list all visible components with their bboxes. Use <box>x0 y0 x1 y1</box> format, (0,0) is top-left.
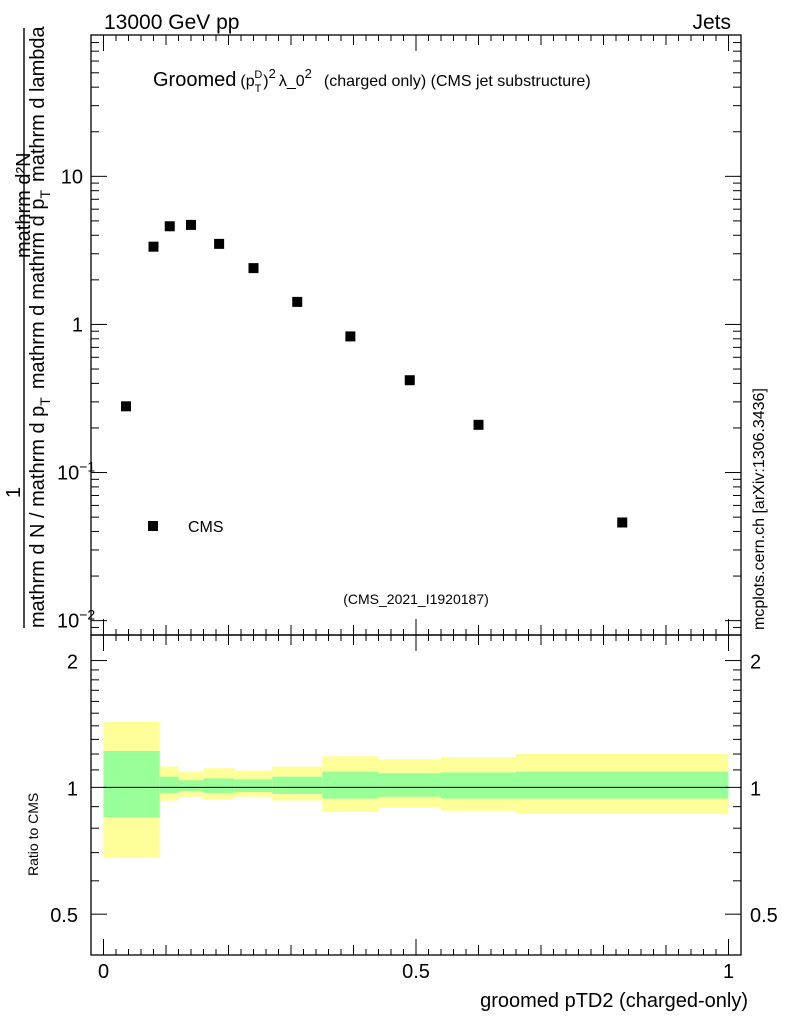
legend-label: CMS <box>188 519 224 536</box>
title-sub-t: T <box>255 83 262 95</box>
data-point <box>148 241 159 252</box>
title-sup-d: D <box>254 69 262 81</box>
data-points <box>121 219 628 528</box>
inner-band-bin <box>178 780 204 792</box>
ratio-x-axis-label: groomed pTD2 (charged-only) <box>480 990 748 1012</box>
y-tick-label: 1 <box>72 314 83 336</box>
x-tick-label: 1 <box>723 961 734 983</box>
header-jets-label: Jets <box>692 11 731 34</box>
title-sup-2: 2 <box>269 66 276 81</box>
ylabel-sub-t2: T <box>37 190 53 199</box>
y-tick-label: 10−2 <box>57 607 95 633</box>
ylabel-one: 1 <box>3 487 25 498</box>
ylabel-den-b: mathrm d p <box>27 199 49 300</box>
x-tick-label: 0 <box>98 961 109 983</box>
data-point <box>121 401 131 412</box>
title-groomed: Groomed <box>153 69 236 91</box>
header-energy-label: 13000 GeV pp <box>104 11 239 34</box>
inner-band-bin <box>159 776 179 793</box>
title-lambda: λ_0 <box>279 73 305 90</box>
ylabel-den-a: mathrm d N / mathrm d p <box>27 406 49 628</box>
side-note: mcplots.cern.ch [arXiv:1306.3436] <box>751 388 768 630</box>
data-point <box>186 219 196 230</box>
ylabel-sub-t1: T <box>37 397 53 406</box>
inner-band-bin <box>272 776 323 794</box>
ratio-y-tick-label-right: 2 <box>750 652 761 674</box>
ylabel-denominator: mathrm d N / mathrm d pTmathrm dmathrm d… <box>27 25 53 628</box>
main-axis-ticks <box>91 34 741 636</box>
title-p: (p <box>240 73 254 90</box>
ratio-y-tick-label-right: 1 <box>750 778 761 800</box>
ratio-y-axis-label: Ratio to CMS <box>25 793 41 876</box>
legend-marker <box>148 521 158 531</box>
plot-title: Groomed (pTD)2 λ_02 (charged only) (CMS jet… <box>153 66 591 95</box>
data-point <box>292 296 303 307</box>
inner-band-bin <box>234 779 273 793</box>
title-close: ) <box>263 73 268 90</box>
data-point <box>214 238 225 249</box>
ratio-y-tick-label-right: 0.5 <box>750 905 778 927</box>
data-point <box>404 375 415 386</box>
data-point <box>164 221 175 232</box>
inner-band-bin <box>203 778 235 793</box>
y-tick-label: 10−1 <box>57 459 95 485</box>
data-point <box>617 517 628 528</box>
ratio-y-tick-label-left: 0.5 <box>50 905 78 927</box>
title-rest: (charged only) (CMS jet substructure) <box>324 73 591 90</box>
ratio-axis-ticks <box>91 635 741 956</box>
main-y-tick-labels: 10 1 10−1 10−2 <box>57 166 95 632</box>
ratio-uncertainty-bands <box>103 721 729 858</box>
ratio-y-tick-label-left: 1 <box>67 778 78 800</box>
main-plot-frame <box>90 34 742 636</box>
ratio-y-tick-labels: 2 2 1 1 0.5 0.5 <box>50 652 778 928</box>
data-point <box>345 331 356 342</box>
ylabel-den-mid: mathrm d <box>27 305 49 389</box>
title-lambda-sup: 2 <box>305 66 312 81</box>
x-tick-label: 0.5 <box>402 961 430 983</box>
ylabel-den-c: mathrm d lambda <box>27 25 49 181</box>
data-point <box>248 263 259 274</box>
inner-band-bin <box>441 772 516 799</box>
ratio-x-tick-labels: 0 0.5 1 <box>98 961 734 983</box>
data-point <box>473 419 484 430</box>
ratio-y-tick-label-left: 2 <box>67 652 78 674</box>
analysis-id: (CMS_2021_I1920187) <box>343 591 489 607</box>
main-y-axis-label: 1 mathrm d²N mathrm d N / mathrm d pTmat… <box>3 25 53 628</box>
inner-band-bin <box>103 750 160 818</box>
inner-band-bin <box>378 773 441 797</box>
inner-band-bin <box>322 771 379 799</box>
y-tick-label: 10 <box>61 166 83 188</box>
inner-band-bin <box>516 771 729 799</box>
